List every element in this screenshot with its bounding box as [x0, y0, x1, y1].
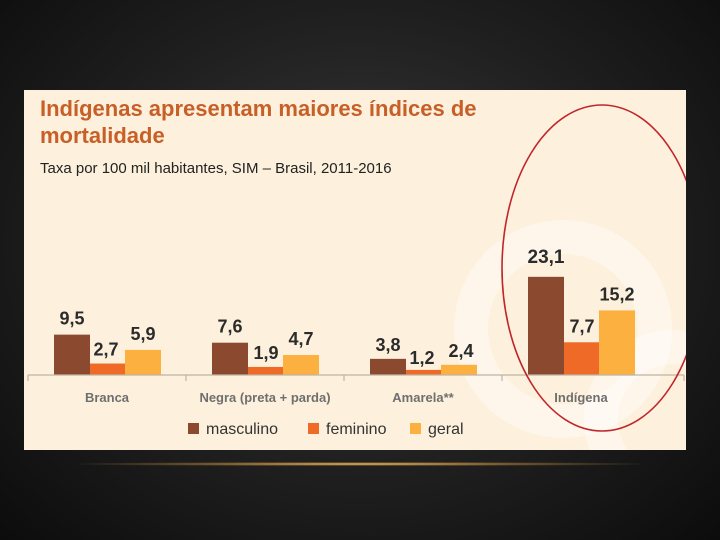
- x-axis: [27, 374, 685, 381]
- highlight-circle: [501, 104, 686, 432]
- category-label-0: Branca: [85, 390, 130, 405]
- value-labels-layer: 9,5 2,7 5,9 7,6 1,9 4,7 3,8 1,2 2,4 23,1 7,715,2: [59, 247, 634, 368]
- chart-title-line-2: mortalidade: [40, 123, 165, 148]
- bar-geral-2: [441, 364, 477, 375]
- bar-geral-3: [599, 310, 635, 375]
- legend-label-feminino: feminino: [326, 421, 387, 438]
- category-label-3: Indígena: [554, 390, 608, 405]
- value-label-feminino-3: 7,7: [569, 316, 594, 336]
- bar-masculino-1: [212, 342, 248, 375]
- bar-feminino-1: [248, 366, 284, 375]
- bar-masculino-2: [370, 358, 406, 375]
- value-label-feminino-0: 2,7: [93, 340, 118, 360]
- category-labels: Branca Negra (preta + parda) Amarela** Indí…: [85, 390, 609, 405]
- value-label-masculino-0: 9,5: [59, 309, 84, 329]
- value-label-feminino-2: 1,2: [409, 348, 434, 368]
- bar-masculino-0: [54, 334, 90, 375]
- legend: masculino feminino geral: [188, 421, 464, 438]
- value-label-masculino-3: 23,1: [528, 247, 565, 268]
- value-label-masculino-2: 3,8: [375, 335, 400, 355]
- value-label-geral-3: 15,2: [599, 284, 634, 304]
- value-label-geral-1: 4,7: [288, 329, 313, 349]
- chart-subtitle: Taxa por 100 mil habitantes, SIM – Brasi…: [40, 160, 392, 177]
- value-label-geral-0: 5,9: [130, 324, 155, 344]
- value-label-geral-2: 2,4: [448, 341, 473, 361]
- glow-divider: [80, 462, 640, 466]
- legend-label-geral: geral: [428, 421, 464, 438]
- bar-geral-1: [283, 355, 319, 375]
- value-label-masculino-1: 7,6: [217, 317, 242, 337]
- legend-swatch-feminino: [308, 423, 319, 434]
- category-label-2: Amarela**: [392, 390, 454, 405]
- legend-swatch-masculino: [188, 423, 199, 434]
- chart-title-line-1: Indígenas apresentam maiores índices de: [40, 96, 477, 121]
- bar-feminino-2: [406, 369, 442, 375]
- bar-chart: Indígenas apresentam maiores índices de …: [27, 96, 686, 438]
- legend-label-masculino: masculino: [206, 421, 278, 438]
- bars-layer: [54, 276, 635, 375]
- slide-content-panel: [24, 90, 686, 450]
- category-label-1: Negra (preta + parda): [199, 390, 330, 405]
- bar-masculino-3: [528, 276, 564, 375]
- value-label-feminino-1: 1,9: [253, 343, 278, 363]
- bar-feminino-3: [564, 342, 600, 375]
- legend-swatch-geral: [410, 423, 421, 434]
- bar-geral-0: [125, 349, 161, 375]
- bar-feminino-0: [90, 363, 126, 375]
